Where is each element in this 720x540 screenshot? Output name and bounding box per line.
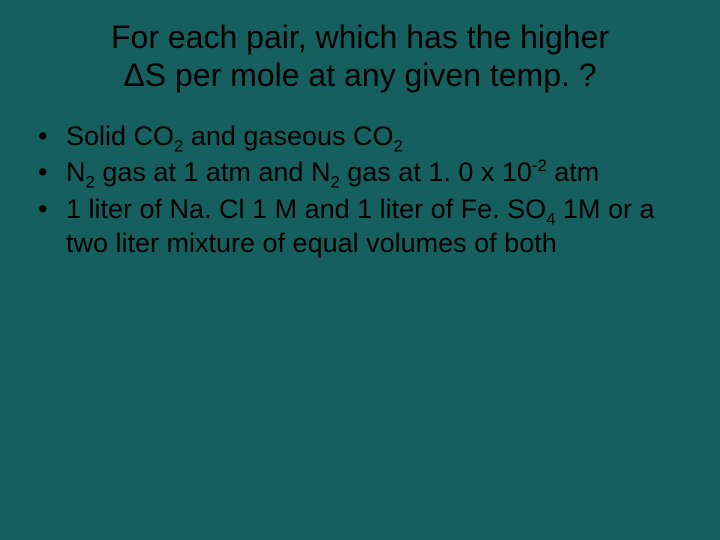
bullet-list: Solid CO2 and gaseous CO2 N2 gas at 1 at… <box>30 119 690 261</box>
bullet-item-1: Solid CO2 and gaseous CO2 <box>38 119 690 154</box>
text: Solid CO <box>66 121 174 151</box>
text: and gaseous CO <box>183 121 393 151</box>
text: 1 liter of Na. Cl 1 M and 1 liter of Fe.… <box>66 194 546 224</box>
bullet-item-3: 1 liter of Na. Cl 1 M and 1 liter of Fe.… <box>38 192 690 261</box>
text: gas at 1. 0 x 10 <box>340 157 532 187</box>
subscript: 2 <box>86 173 95 192</box>
bullet-item-2: N2 gas at 1 atm and N2 gas at 1. 0 x 10-… <box>38 155 690 190</box>
title-line-2: ΔS per mole at any given temp. ? <box>123 57 596 93</box>
text: gas at 1 atm and N <box>95 157 331 187</box>
subscript: 2 <box>394 136 403 155</box>
subscript: 2 <box>330 173 339 192</box>
subscript: 4 <box>546 209 555 228</box>
title-line-1: For each pair, which has the higher <box>111 19 609 55</box>
superscript: -2 <box>532 156 547 175</box>
text: atm <box>547 157 600 187</box>
subscript: 2 <box>174 136 183 155</box>
text: N <box>66 157 86 187</box>
slide: For each pair, which has the higher ΔS p… <box>0 0 720 540</box>
slide-title: For each pair, which has the higher ΔS p… <box>30 18 690 95</box>
